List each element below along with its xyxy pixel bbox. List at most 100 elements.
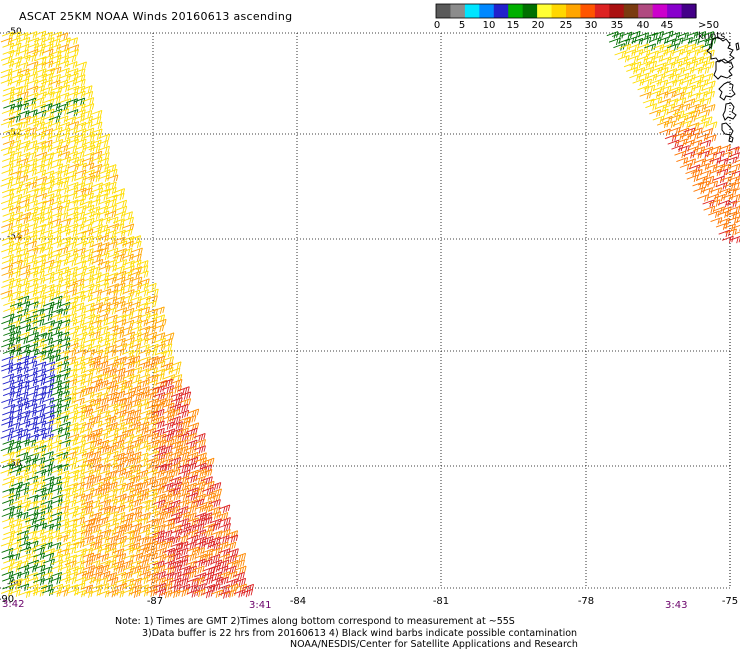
wind-barb [153,499,166,508]
wind-barb [176,403,189,413]
wind-barb [58,67,70,76]
wind-barb [81,462,94,471]
wind-barb [51,180,64,189]
wind-barb [25,372,38,381]
wind-barb [73,468,85,477]
wind-barb [59,397,72,405]
wind-barb [146,571,159,581]
wind-barb [667,139,680,148]
wind-barb [160,338,173,346]
wind-barb [16,451,29,460]
wind-barb [105,517,118,526]
wind-barb [137,379,150,388]
wind-barb [171,421,183,430]
wind-barb [120,440,133,448]
wind-barb [25,176,38,184]
wind-barb [18,152,31,160]
wind-barb [130,487,142,496]
wind-barb [115,582,127,592]
wind-barb [637,32,650,40]
wind-barb [80,427,93,436]
wind-barb [51,553,64,562]
wind-barb [33,182,46,190]
wind-barb [17,313,30,321]
wind-barb [210,547,223,556]
wind-barb [82,127,95,136]
wind-barb [105,332,118,340]
wind-barb [129,570,142,578]
wind-barb [9,109,21,118]
wind-barb [3,385,15,394]
wind-barb [82,192,94,201]
wind-barb [64,306,77,315]
wind-barb [145,547,158,556]
wind-barb [17,384,30,393]
wind-barb [669,86,681,94]
wind-barb [146,480,159,490]
wind-barb [656,79,669,87]
wind-barb [202,486,214,496]
wind-barb [697,194,710,202]
wind-barb [99,499,112,508]
wind-barb [724,182,736,190]
wind-barb [162,402,175,412]
wind-barb [50,511,63,520]
wind-barb [152,535,165,544]
wind-barb [89,397,102,407]
wind-barb [645,73,658,82]
wind-barb [162,332,175,340]
wind-barb [2,139,15,148]
colorbar-swatch [623,4,639,18]
wind-barb [35,493,48,501]
wind-barb [639,36,652,45]
wind-barb [96,373,109,381]
wind-barb [88,314,101,322]
wind-barb [88,559,101,568]
wind-barb [146,410,158,419]
lon-label-minus81: -81 [432,596,450,607]
wind-barb [1,283,14,291]
wind-barb [98,559,111,568]
wind-barb [114,571,127,580]
wind-barb [184,482,197,491]
wind-barb [72,566,85,574]
wind-barb [9,546,22,555]
wind-barb [58,439,71,447]
wind-barb [617,54,630,63]
wind-barb [0,78,13,87]
wind-barb [144,282,157,291]
wind-barb [26,296,39,304]
wind-barb [702,31,715,39]
wind-barb [145,421,157,429]
note-line-3: NOAA/NESDIS/Center for Satellite Applica… [290,639,578,650]
wind-barb [192,498,205,507]
wind-barb [675,138,688,146]
wind-barb [83,133,95,142]
wind-barb [681,36,693,45]
wind-barb [161,457,174,467]
wind-barb [97,152,110,160]
wind-barb [82,276,94,285]
wind-barb [691,44,704,52]
wind-barb [41,306,54,315]
wind-barb [10,314,23,322]
wind-barb [11,403,24,411]
wind-barb [106,384,119,393]
wind-barb [668,114,681,122]
wind-barb [202,457,215,467]
wind-barb [96,205,109,214]
wind-barb [1,366,14,375]
wind-barb [89,456,102,466]
wind-barb [9,361,22,370]
wind-barb [652,85,665,94]
wind-barb [25,240,37,249]
wind-barb [177,463,190,472]
wind-barb [113,452,125,461]
wind-barb [33,121,45,130]
wind-barb [97,157,110,166]
wind-barb [114,493,127,502]
wind-barb [114,433,127,442]
wind-barb [73,511,85,519]
wind-barb [130,505,143,515]
